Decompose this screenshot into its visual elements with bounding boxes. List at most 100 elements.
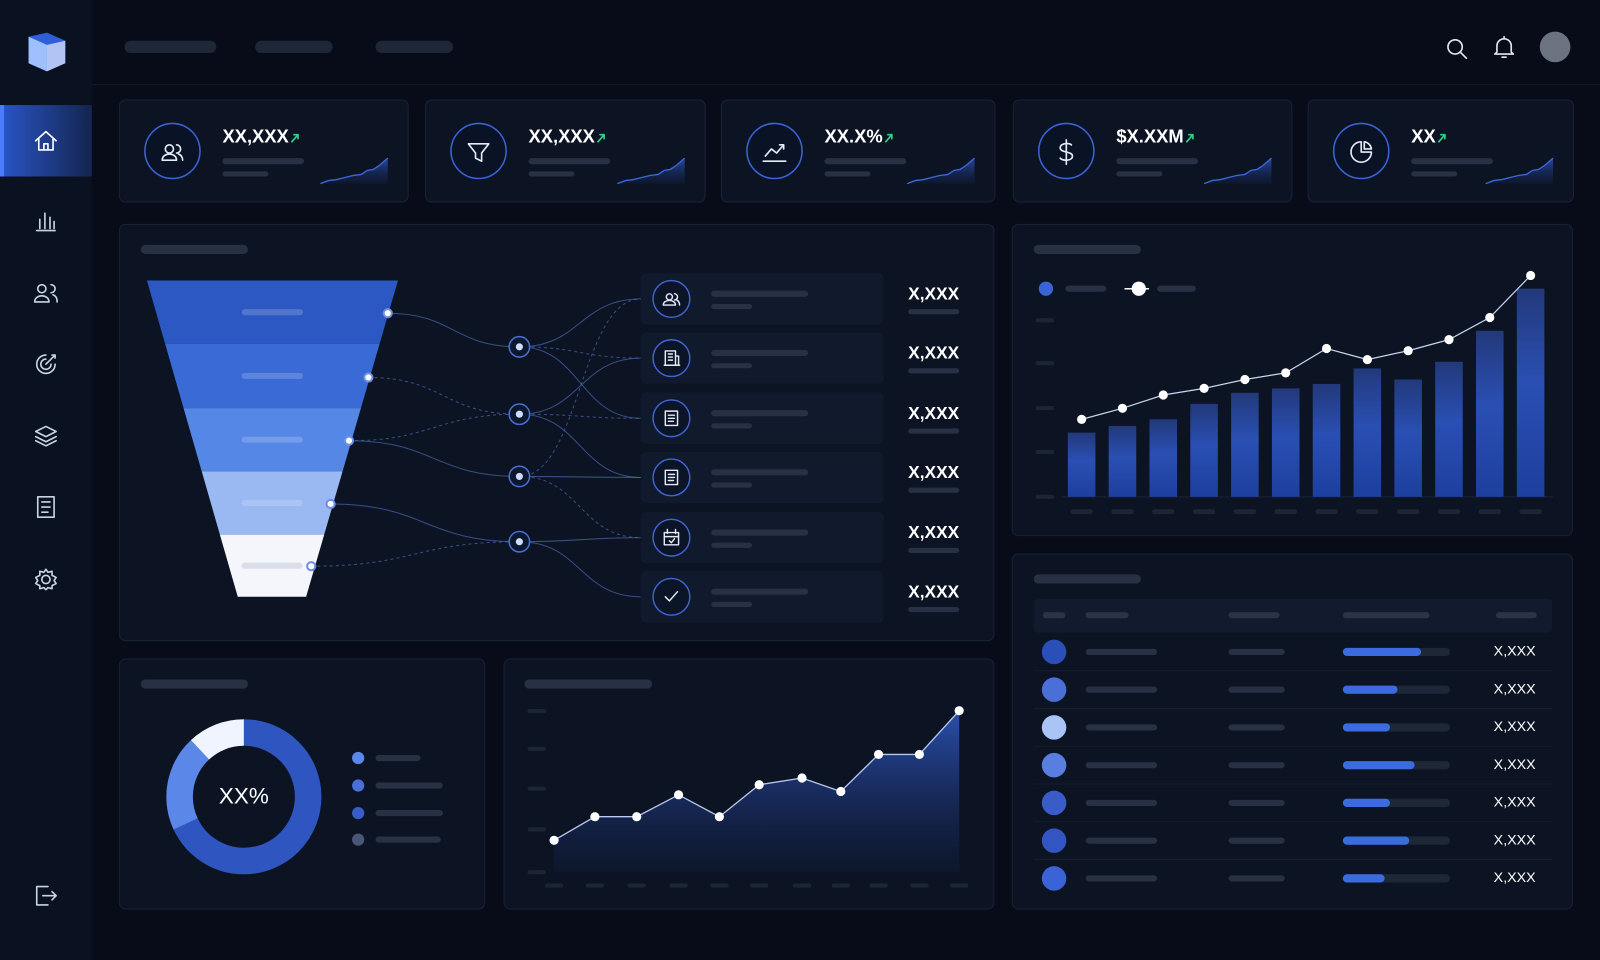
area-point bbox=[754, 780, 764, 790]
placeholder bbox=[527, 870, 546, 875]
placeholder bbox=[908, 428, 960, 434]
placeholder bbox=[527, 709, 546, 714]
placeholder bbox=[1116, 171, 1163, 177]
top-nav-item[interactable] bbox=[375, 40, 454, 54]
connector-hub-core bbox=[515, 472, 523, 480]
funnel-item-icon bbox=[664, 469, 679, 486]
placeholder bbox=[1495, 612, 1537, 619]
trend-point bbox=[1158, 390, 1168, 400]
nav-layers[interactable] bbox=[34, 425, 57, 447]
funnel-item-value: X,XXX bbox=[908, 462, 959, 482]
area-point bbox=[836, 786, 846, 797]
search-button[interactable] bbox=[1447, 39, 1468, 59]
placeholder bbox=[1035, 318, 1055, 323]
kpi-icon bbox=[1350, 140, 1373, 163]
trend-point bbox=[1403, 346, 1413, 356]
placeholder bbox=[527, 746, 546, 751]
trend-point bbox=[1321, 343, 1332, 354]
trend-point bbox=[1240, 374, 1250, 385]
kpi-trend-arrow bbox=[884, 133, 893, 143]
placeholder bbox=[1519, 509, 1542, 515]
legend-swatch-line-dot bbox=[1131, 281, 1146, 296]
trend-point bbox=[1281, 368, 1291, 378]
placeholder bbox=[711, 290, 809, 297]
placeholder bbox=[241, 309, 304, 316]
nav-reports[interactable] bbox=[36, 496, 55, 519]
bar bbox=[1190, 403, 1218, 497]
nav-home[interactable] bbox=[34, 130, 57, 151]
legend-dot bbox=[352, 779, 365, 792]
area-point bbox=[954, 706, 964, 716]
funnel-node bbox=[343, 435, 355, 446]
placeholder bbox=[1152, 509, 1175, 515]
bar bbox=[1149, 419, 1178, 497]
kpi-value: $X.XXM bbox=[1116, 126, 1183, 147]
placeholder bbox=[792, 883, 812, 888]
placeholder bbox=[1033, 574, 1141, 584]
area-point bbox=[714, 812, 724, 822]
placeholder bbox=[527, 786, 546, 791]
nav-logout[interactable] bbox=[35, 885, 57, 906]
row-value: X,XXX bbox=[1494, 719, 1537, 735]
kpi-value: XX,XXX bbox=[222, 126, 289, 147]
row-value: X,XXX bbox=[1494, 795, 1537, 811]
nav-goals[interactable] bbox=[35, 354, 56, 375]
progress-bar bbox=[1342, 685, 1398, 694]
funnel-connector bbox=[519, 346, 641, 419]
placeholder bbox=[1228, 875, 1285, 882]
placeholder bbox=[711, 423, 753, 429]
placeholder bbox=[950, 883, 969, 888]
placeholder bbox=[1228, 612, 1280, 619]
funnel-item-icon-ring bbox=[652, 577, 691, 616]
logo-facet bbox=[46, 40, 66, 72]
placeholder bbox=[1035, 406, 1055, 411]
placeholder bbox=[1111, 509, 1134, 515]
kpi-value: XX,XXX bbox=[529, 126, 596, 147]
kpi-icon bbox=[467, 143, 490, 163]
connector-hub-core bbox=[515, 343, 523, 351]
legend-swatch-bars bbox=[1038, 281, 1054, 296]
funnel-connector bbox=[519, 298, 641, 477]
funnel-stage bbox=[183, 408, 361, 472]
trend-point bbox=[1362, 354, 1372, 365]
kpi-icon-ring bbox=[450, 122, 507, 180]
funnel-stage bbox=[165, 343, 380, 409]
nav-analytics[interactable] bbox=[35, 212, 56, 232]
funnel-connector bbox=[519, 357, 641, 415]
table-header bbox=[1033, 598, 1553, 633]
progress-bar bbox=[1342, 836, 1410, 845]
placeholder bbox=[1274, 509, 1297, 515]
funnel-connector bbox=[519, 541, 641, 598]
row-avatar bbox=[1041, 866, 1067, 891]
kpi-sparkline-area bbox=[1485, 158, 1554, 184]
placeholder bbox=[710, 883, 729, 888]
nav-active[interactable] bbox=[0, 105, 92, 177]
logo-facet bbox=[28, 36, 47, 72]
funnel-item bbox=[640, 451, 884, 503]
area-point bbox=[549, 835, 559, 845]
placeholder bbox=[711, 363, 753, 369]
avatar[interactable] bbox=[1539, 31, 1571, 63]
funnel-item bbox=[640, 571, 884, 623]
row-value: X,XXX bbox=[1494, 870, 1537, 886]
nav-active-bar bbox=[0, 105, 5, 177]
top-nav-item[interactable] bbox=[255, 40, 333, 54]
placeholder bbox=[1396, 509, 1420, 515]
card bbox=[720, 99, 996, 203]
placeholder bbox=[910, 883, 929, 888]
top-nav-item[interactable] bbox=[124, 40, 217, 54]
bar bbox=[1435, 361, 1463, 497]
funnel-node bbox=[306, 561, 317, 572]
funnel-stage bbox=[146, 280, 398, 344]
bar bbox=[1394, 379, 1422, 497]
placeholder bbox=[375, 836, 441, 843]
nav-users[interactable] bbox=[33, 283, 58, 303]
placeholder bbox=[908, 368, 960, 374]
bar bbox=[1067, 432, 1096, 497]
area-point bbox=[673, 790, 684, 800]
funnel-item-value: X,XXX bbox=[908, 403, 959, 423]
nav-settings[interactable] bbox=[34, 568, 57, 591]
notification-button[interactable] bbox=[1494, 35, 1515, 58]
placeholder bbox=[1315, 509, 1338, 515]
